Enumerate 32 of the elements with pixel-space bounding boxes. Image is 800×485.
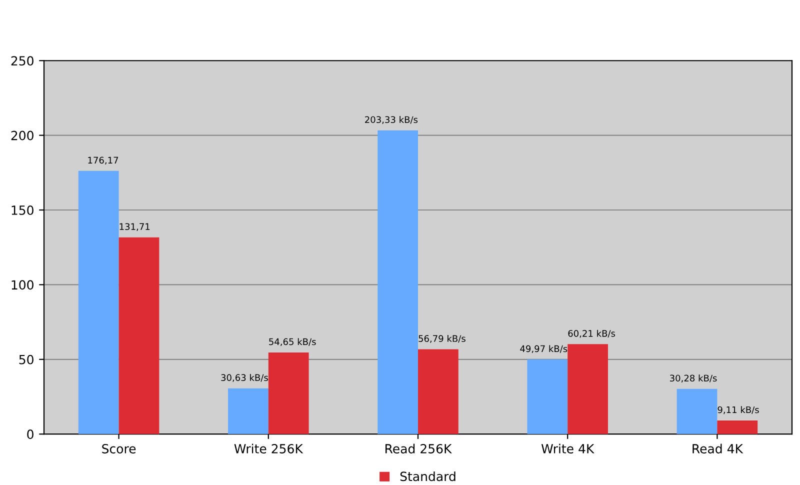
y-tick-label: 200 — [11, 130, 34, 140]
y-tick-label: 50 — [19, 354, 34, 364]
bar — [228, 388, 268, 434]
x-tick-label: Score — [102, 444, 136, 454]
y-tick-label: 150 — [12, 205, 34, 215]
data-label: 176,17 — [88, 156, 118, 165]
y-tick-label: 0 — [27, 430, 34, 439]
bar — [527, 359, 568, 434]
bar — [418, 349, 458, 434]
data-label: 9,11 kB/s — [718, 406, 759, 414]
x-tick-label: Read 4K — [692, 444, 744, 454]
bar — [118, 237, 160, 434]
x-tick-label: Write 256K — [234, 444, 304, 454]
bar — [268, 352, 309, 434]
x-tick-label: Write 4K — [541, 444, 594, 454]
bar — [676, 388, 718, 434]
bar — [378, 130, 418, 434]
y-tick-label: 100 — [12, 280, 34, 290]
x-tick-label: Read 256K — [386, 444, 452, 454]
data-label: 56,79 kB/s — [418, 334, 466, 343]
data-label: 203,33 kB/s — [365, 116, 418, 124]
bar — [717, 420, 758, 434]
data-label: 30,28 kB/s — [670, 374, 717, 382]
data-label: 54,65 kB/s — [269, 338, 316, 346]
bar — [78, 170, 119, 434]
y-tick-label: 250 — [11, 56, 34, 66]
legend-label: Standard — [400, 471, 456, 482]
data-label: 49,97 kB/s — [520, 345, 568, 354]
bar — [568, 344, 608, 434]
data-label: 131,71 — [120, 223, 150, 231]
data-label: 30,63 kB/s — [221, 374, 268, 382]
data-label: 60,21 kB/s — [568, 330, 616, 338]
